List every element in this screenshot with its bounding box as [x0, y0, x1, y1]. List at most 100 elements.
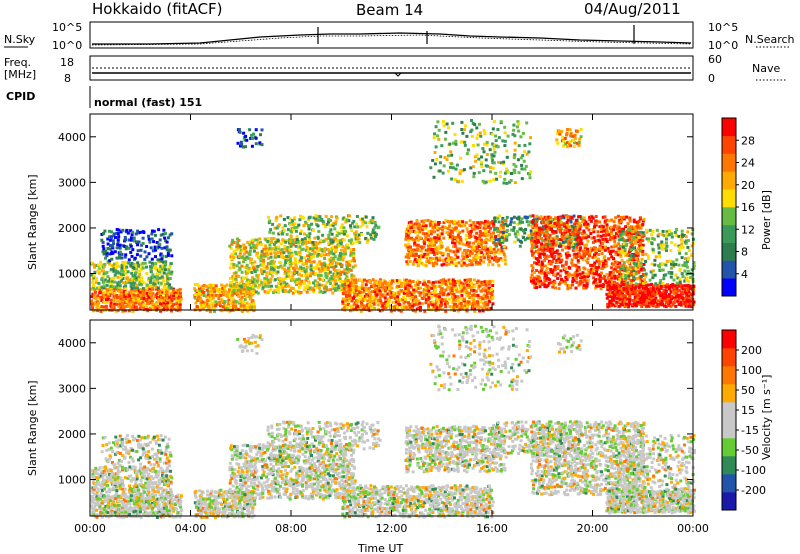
rti-cell	[685, 279, 689, 283]
rti-cell	[479, 300, 483, 304]
rti-cell	[159, 302, 163, 306]
rti-cell	[95, 297, 99, 301]
rti-cell	[281, 283, 285, 287]
rti-cell	[618, 244, 622, 248]
rti-cell	[245, 263, 249, 267]
rti-cell	[194, 301, 198, 305]
rti-cell	[375, 281, 379, 285]
rti-cell	[632, 256, 636, 260]
rti-cell	[198, 291, 201, 295]
rti-cell	[447, 255, 451, 259]
rti-cell	[336, 271, 340, 275]
rti-cell	[616, 290, 620, 294]
rti-cell	[136, 261, 140, 265]
rti-cell	[420, 261, 424, 265]
rti-cell	[632, 275, 636, 279]
rti-cell	[658, 269, 662, 272]
rti-cell	[99, 265, 103, 269]
rti-cell	[550, 227, 553, 231]
rti-cell	[602, 282, 606, 286]
rti-cell	[330, 261, 334, 265]
rti-cell	[322, 286, 326, 290]
rti-cell	[412, 288, 416, 292]
rti-cell	[614, 290, 618, 294]
rti-cell	[625, 286, 629, 290]
rti-cell	[277, 282, 280, 286]
rti-cell	[371, 296, 375, 300]
rti-cell	[641, 291, 645, 295]
rti-cell	[419, 305, 422, 309]
rti-cell	[139, 288, 143, 292]
rti-cell	[534, 235, 538, 239]
rti-cell	[323, 290, 327, 294]
rti-cell	[149, 279, 153, 282]
rti-cell	[248, 302, 251, 306]
rti-cell	[619, 267, 623, 271]
rti-cell	[424, 264, 428, 268]
rti-cell	[137, 278, 141, 282]
rti-cell	[300, 279, 304, 283]
rti-cell	[661, 233, 665, 237]
rti-cell	[472, 234, 476, 238]
rti-cell	[598, 278, 602, 282]
rti-cell	[133, 256, 137, 260]
rti-cell	[379, 294, 383, 298]
rti-cell	[448, 232, 452, 236]
rti-cell	[624, 264, 628, 268]
rti-cell	[610, 230, 613, 234]
rti-cell	[103, 262, 107, 266]
rti-cell	[351, 288, 355, 292]
rti-cell	[497, 214, 501, 218]
rti-cell	[627, 274, 631, 278]
rti-cell	[370, 300, 374, 304]
rti-cell	[323, 247, 327, 251]
rti-cell	[113, 250, 117, 254]
rti-cell	[164, 260, 168, 264]
rti-cell	[606, 246, 610, 250]
rti-cell	[259, 259, 263, 263]
rti-cell	[322, 222, 325, 226]
rti-cell	[219, 293, 223, 297]
rti-cell	[199, 300, 203, 304]
rti-cell	[609, 236, 613, 240]
rti-cell	[681, 302, 685, 306]
rti-cell	[583, 246, 587, 250]
rti-cell	[540, 230, 544, 234]
rti-cell	[617, 283, 621, 287]
rti-cell	[622, 261, 626, 265]
rti-cell	[464, 303, 468, 307]
rti-cell	[545, 266, 549, 270]
rti-cell	[527, 234, 531, 238]
rti-cell	[656, 283, 660, 287]
rti-cell	[123, 255, 127, 259]
rti-cell	[275, 272, 278, 276]
rti-cell	[169, 272, 173, 276]
rti-cell	[422, 288, 426, 292]
rti-cell	[242, 300, 245, 304]
rti-cell	[644, 281, 648, 285]
noise-panel-frame	[89, 21, 694, 49]
rti-cell	[354, 230, 358, 234]
rti-cell	[685, 260, 689, 263]
rti-cell	[256, 291, 260, 295]
rti-cell	[360, 301, 364, 305]
rti-cell	[279, 261, 283, 265]
rti-cell	[216, 288, 219, 291]
rti-cell	[342, 287, 346, 291]
rti-cell	[420, 302, 424, 306]
rti-cell	[653, 298, 657, 302]
rti-cell	[434, 280, 438, 284]
rti-cell	[424, 237, 427, 241]
rti-cell	[597, 265, 601, 269]
rti-cell	[308, 281, 311, 285]
rti-cell	[382, 302, 386, 305]
rti-cell	[634, 284, 638, 288]
rti-cell	[327, 220, 330, 224]
rti-cell	[426, 252, 430, 256]
rti-cell	[178, 291, 182, 295]
rti-cell	[232, 249, 236, 253]
rti-cell	[605, 264, 609, 268]
rti-cell	[602, 261, 606, 265]
rti-cell	[463, 290, 467, 294]
rti-cell	[491, 219, 495, 223]
